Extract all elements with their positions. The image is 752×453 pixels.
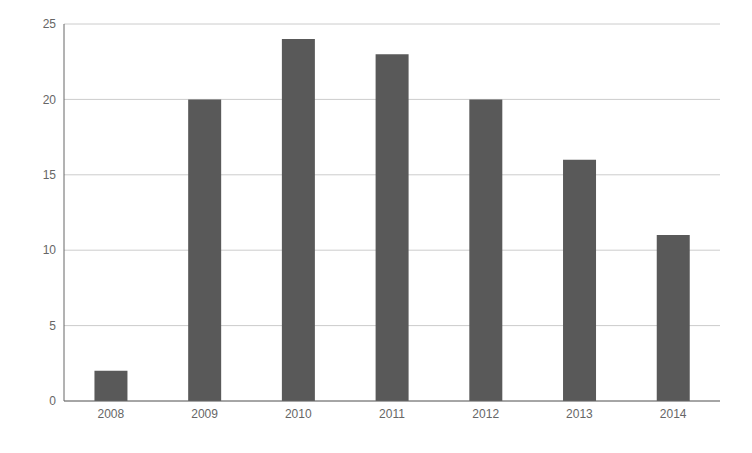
- svg-text:20: 20: [43, 93, 57, 107]
- svg-text:2008: 2008: [98, 407, 125, 421]
- svg-text:0: 0: [49, 394, 56, 408]
- svg-text:2010: 2010: [285, 407, 312, 421]
- svg-text:10: 10: [43, 243, 57, 257]
- svg-text:2009: 2009: [191, 407, 218, 421]
- svg-text:2012: 2012: [472, 407, 499, 421]
- svg-text:2013: 2013: [566, 407, 593, 421]
- svg-text:2014: 2014: [660, 407, 687, 421]
- svg-text:5: 5: [49, 319, 56, 333]
- svg-text:15: 15: [43, 168, 57, 182]
- svg-text:2011: 2011: [379, 407, 405, 421]
- svg-text:25: 25: [43, 17, 57, 31]
